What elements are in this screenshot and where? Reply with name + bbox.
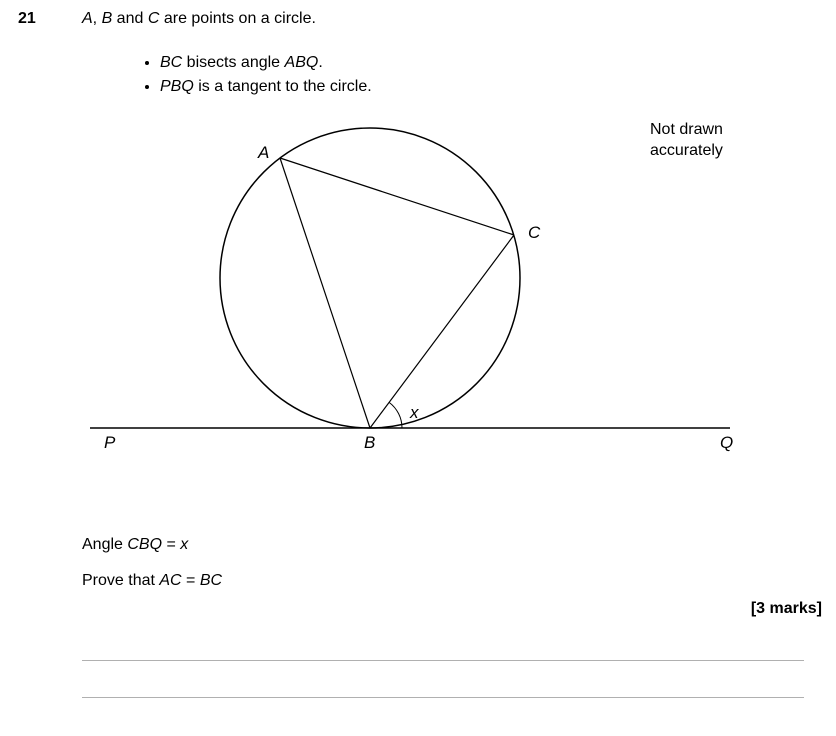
given-and-prove: Angle CBQ = x Prove that AC = BC: [82, 520, 222, 606]
given-angle: Angle CBQ = x: [82, 536, 222, 554]
svg-text:Q: Q: [720, 433, 733, 452]
question-stem: A, B and C are points on a circle.: [82, 10, 316, 28]
question-number: 21: [18, 10, 36, 28]
prove-statement: Prove that AC = BC: [82, 572, 222, 590]
answer-line: [82, 697, 804, 698]
bullet-item: BC bisects angle ABQ.: [160, 54, 372, 72]
svg-text:P: P: [104, 433, 116, 452]
svg-text:x: x: [409, 403, 419, 422]
svg-text:B: B: [364, 433, 375, 452]
answer-lines: [82, 660, 804, 734]
answer-line: [82, 660, 804, 661]
circle-diagram: x A B C P Q: [80, 120, 740, 460]
svg-text:A: A: [257, 143, 269, 162]
bullet-list: BC bisects angle ABQ. PBQ is a tangent t…: [120, 54, 372, 102]
page: 21 A, B and C are points on a circle. BC…: [0, 0, 836, 736]
bullet-item: PBQ is a tangent to the circle.: [160, 78, 372, 96]
marks-label: [3 marks]: [751, 600, 822, 618]
svg-text:C: C: [528, 223, 541, 242]
